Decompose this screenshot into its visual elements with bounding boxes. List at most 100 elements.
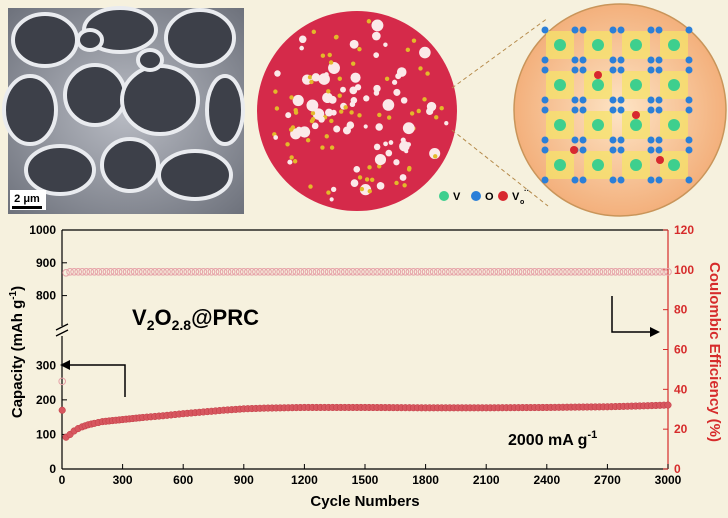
oxygen-atom xyxy=(617,136,625,144)
nanoparticle xyxy=(418,66,423,71)
efficiency-point xyxy=(575,268,583,276)
efficiency-point xyxy=(316,268,325,276)
efficiency-point xyxy=(268,268,276,276)
efficiency-point xyxy=(353,268,361,276)
pore xyxy=(371,19,384,32)
nanoparticle xyxy=(386,115,392,120)
efficiency-point xyxy=(341,268,349,276)
pore xyxy=(395,73,402,80)
nanoparticle xyxy=(329,118,334,124)
sem-pore xyxy=(205,74,245,146)
oxygen-atom xyxy=(579,136,587,144)
axis-break-mark xyxy=(55,323,69,331)
oxygen-atom xyxy=(571,136,579,144)
oxygen-atom xyxy=(655,66,663,74)
cycling-chart: 0 300 600 900 1200 1500 1800 2100 2400 2700 300080… xyxy=(8,223,723,510)
oxygen-atom xyxy=(541,146,549,154)
oxygen-atom xyxy=(655,56,663,64)
x-tick-label: 600 xyxy=(173,473,193,487)
efficiency-point xyxy=(155,268,163,276)
efficiency-point xyxy=(365,268,373,276)
efficiency-point xyxy=(260,268,268,276)
efficiency-point xyxy=(252,268,260,276)
efficiency-point xyxy=(446,268,454,276)
oxygen-atom xyxy=(685,26,693,34)
sem-pores xyxy=(2,6,245,201)
y-axis-right-label: Coulombic Efficiency (%) xyxy=(706,262,723,442)
efficiency-point xyxy=(288,268,297,276)
pore xyxy=(419,46,431,59)
oxygen-atom xyxy=(617,56,625,64)
porous-sphere xyxy=(257,11,457,211)
pore xyxy=(311,122,319,130)
nanoparticle xyxy=(402,183,407,188)
pore xyxy=(385,149,393,157)
nanoparticle xyxy=(309,79,314,85)
nanoparticle xyxy=(329,145,335,150)
vanadium-atom xyxy=(554,119,566,131)
y-left-tick-label: 900 xyxy=(36,256,56,270)
efficiency-point xyxy=(264,268,272,276)
efficiency-point xyxy=(143,268,151,276)
pore xyxy=(393,159,400,166)
nanoparticle xyxy=(289,155,294,160)
pore xyxy=(353,166,361,173)
vanadium-legend-label: V xyxy=(453,191,461,203)
nanoparticle xyxy=(366,19,372,24)
nanoparticle xyxy=(339,109,344,114)
oxygen-atom xyxy=(617,176,625,184)
efficiency-point xyxy=(518,268,527,276)
pore xyxy=(391,79,398,85)
pore xyxy=(325,108,333,117)
x-tick-label: 1800 xyxy=(412,473,439,487)
efficiency-point xyxy=(526,268,535,276)
efficiency-point xyxy=(652,268,660,276)
nanoparticle xyxy=(407,165,412,171)
nanoparticle xyxy=(364,177,370,182)
x-tick-label: 1200 xyxy=(291,473,318,487)
pore xyxy=(340,86,346,93)
nanoparticle xyxy=(273,89,278,94)
vacancy-legend-subscript: o xyxy=(520,199,524,206)
efficiency-point xyxy=(244,268,252,276)
efficiency-point xyxy=(571,268,579,276)
pore xyxy=(444,121,449,126)
efficiency-point xyxy=(538,268,547,276)
capacity-series xyxy=(58,401,672,441)
oxygen-atom xyxy=(609,176,617,184)
sem-pore xyxy=(2,74,58,146)
pore xyxy=(373,52,380,58)
vanadium-atom xyxy=(592,159,604,171)
efficiency-point xyxy=(599,268,608,276)
nanoparticle xyxy=(337,93,342,98)
nanoparticle xyxy=(357,175,363,180)
efficiency-point xyxy=(494,268,503,276)
efficiency-point xyxy=(332,268,341,276)
oxygen-atom xyxy=(685,136,693,144)
nanoparticle xyxy=(377,112,382,118)
oxygen-atom xyxy=(579,106,587,114)
pore xyxy=(333,125,341,133)
nanoparticle xyxy=(290,125,296,130)
efficiency-point xyxy=(207,268,216,276)
vanadium-atom xyxy=(592,39,604,51)
efficiency-point xyxy=(187,268,196,276)
oxygen-atom xyxy=(647,26,655,34)
oxygen-atom xyxy=(617,26,625,34)
y-left-tick-label: 1000 xyxy=(29,223,56,237)
sem-pore xyxy=(76,28,104,52)
pore xyxy=(274,70,281,77)
efficiency-point xyxy=(555,268,563,276)
nanoparticle xyxy=(292,159,298,164)
vanadium-atom xyxy=(668,39,680,51)
oxygen-atom xyxy=(541,66,549,74)
vanadium-atom xyxy=(630,79,642,91)
pore xyxy=(318,116,325,123)
nanoparticle xyxy=(328,60,334,65)
nanoparticle xyxy=(367,165,372,170)
nanoparticle xyxy=(311,29,317,35)
efficiency-point xyxy=(510,268,519,276)
crystal-structure xyxy=(513,3,727,217)
vanadium-atom xyxy=(668,79,680,91)
oxygen-atom xyxy=(541,96,549,104)
